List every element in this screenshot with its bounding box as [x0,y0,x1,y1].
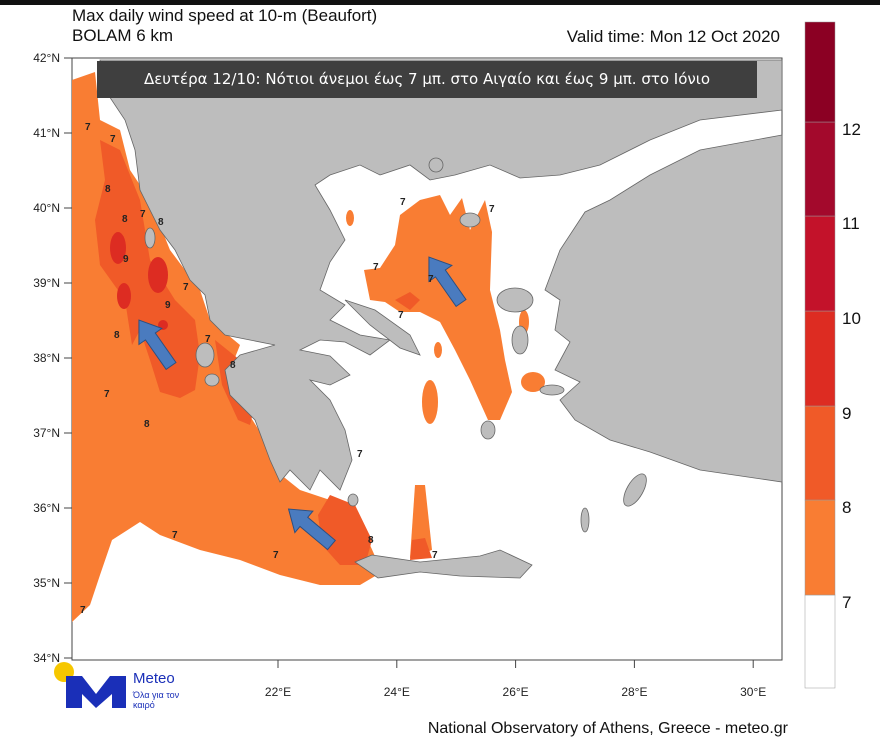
legend-swatch [804,405,836,501]
axis-ticks: 42°N 41°N 40°N 39°N 38°N 37°N 36°N 35°N 34°N 22°E… [33,51,766,699]
legend-swatch [804,594,836,689]
contour-label: 9 [123,254,129,265]
land-naxos [480,420,496,440]
contour-label: 8 [230,360,236,371]
lon-tick-label: 30°E [740,685,766,699]
land-kefalonia [195,342,215,368]
legend-swatch [804,499,836,596]
lat-tick-label: 39°N [33,276,60,290]
land-corfu [144,227,156,249]
contour-label: 7 [432,550,438,561]
land-lemnos [459,212,481,228]
lat-tick-label: 34°N [33,651,60,665]
contour-labels: 7 7 8 8 7 8 9 9 8 7 7 8 8 7 7 7 7 8 7 7 7 7 7 7 7 [80,122,495,616]
legend-swatch [804,121,836,217]
land-thasos [428,157,444,173]
wind-zone-aegean [346,195,545,572]
land-chios [511,325,529,355]
contour-label: 7 [489,204,495,215]
contour-label: 7 [110,134,116,145]
forecast-banner: Δευτέρα 12/10: Νότιοι άνεμοι έως 7 μπ. σ… [97,61,757,98]
contour-label: 7 [140,209,146,220]
contour-label: 7 [205,334,211,345]
contour-label: 7 [428,274,434,285]
contour-label: 9 [165,300,171,311]
lat-tick-label: 41°N [33,126,60,140]
land-masses [99,59,783,579]
contour-label: 7 [398,310,404,321]
wind-direction-arrow-icon [428,256,467,308]
contour-label: 8 [122,214,128,225]
land-balkans-greece [99,59,783,491]
legend-colorbar [804,21,836,689]
contour-label: 7 [104,389,110,400]
map-title: Max daily wind speed at 10-m (Beaufort) … [72,6,377,46]
land-crete [354,549,533,579]
legend-label: 11 [842,214,860,233]
contour-label: 7 [400,197,406,208]
contour-label: 7 [172,530,178,541]
legend-label: 9 [842,404,852,423]
lat-tick-label: 36°N [33,501,60,515]
contour-label: 7 [85,122,91,133]
land-kythira [347,493,359,507]
legend-swatch [804,21,836,123]
lat-tick-label: 40°N [33,201,60,215]
title-line-2: BOLAM 6 km [72,26,174,45]
contour-label: 8 [144,419,150,430]
title-line-1: Max daily wind speed at 10-m (Beaufort) [72,6,378,25]
top-border [0,0,880,5]
logo-name: Meteo [133,670,175,687]
logo-tagline: Όλα για τον καιρό [133,690,180,710]
land-lesvos [496,287,534,313]
logo-m-icon [66,676,126,708]
land-rhodes [623,473,647,507]
contour-label: 7 [80,605,86,616]
contour-label: 7 [183,282,189,293]
footer-credit: National Observatory of Athens, Greece -… [427,720,788,737]
wind-direction-arrow-icon [287,508,337,551]
contour-label: 8 [368,535,374,546]
lon-tick-label: 26°E [503,685,529,699]
lat-tick-label: 37°N [33,426,60,440]
lat-tick-label: 35°N [33,576,60,590]
contour-label: 7 [373,262,379,273]
contour-label: 8 [158,217,164,228]
legend-swatch [804,310,836,407]
lon-tick-label: 22°E [265,685,291,699]
lon-tick-label: 24°E [384,685,410,699]
lat-tick-label: 42°N [33,51,60,65]
land-samos [539,384,565,396]
land-evia [344,299,421,356]
land-karpathos [580,507,590,533]
legend-label: 7 [842,593,852,612]
legend-label: 12 [842,120,861,139]
contour-label: 8 [105,184,111,195]
legend-label: 8 [842,498,852,517]
legend-swatch [804,215,836,312]
land-turkey [544,134,783,483]
contour-label: 7 [273,550,279,561]
legend-label: 10 [842,309,861,328]
lat-tick-label: 38°N [33,351,60,365]
valid-time: Valid time: Mon 12 Oct 2020 [566,27,780,46]
contour-label: 7 [357,449,363,460]
wind-arrows [138,256,467,551]
lon-tick-label: 28°E [621,685,647,699]
contour-label: 8 [114,330,120,341]
land-zakynthos [204,373,220,387]
wind-direction-arrow-icon [138,319,177,371]
